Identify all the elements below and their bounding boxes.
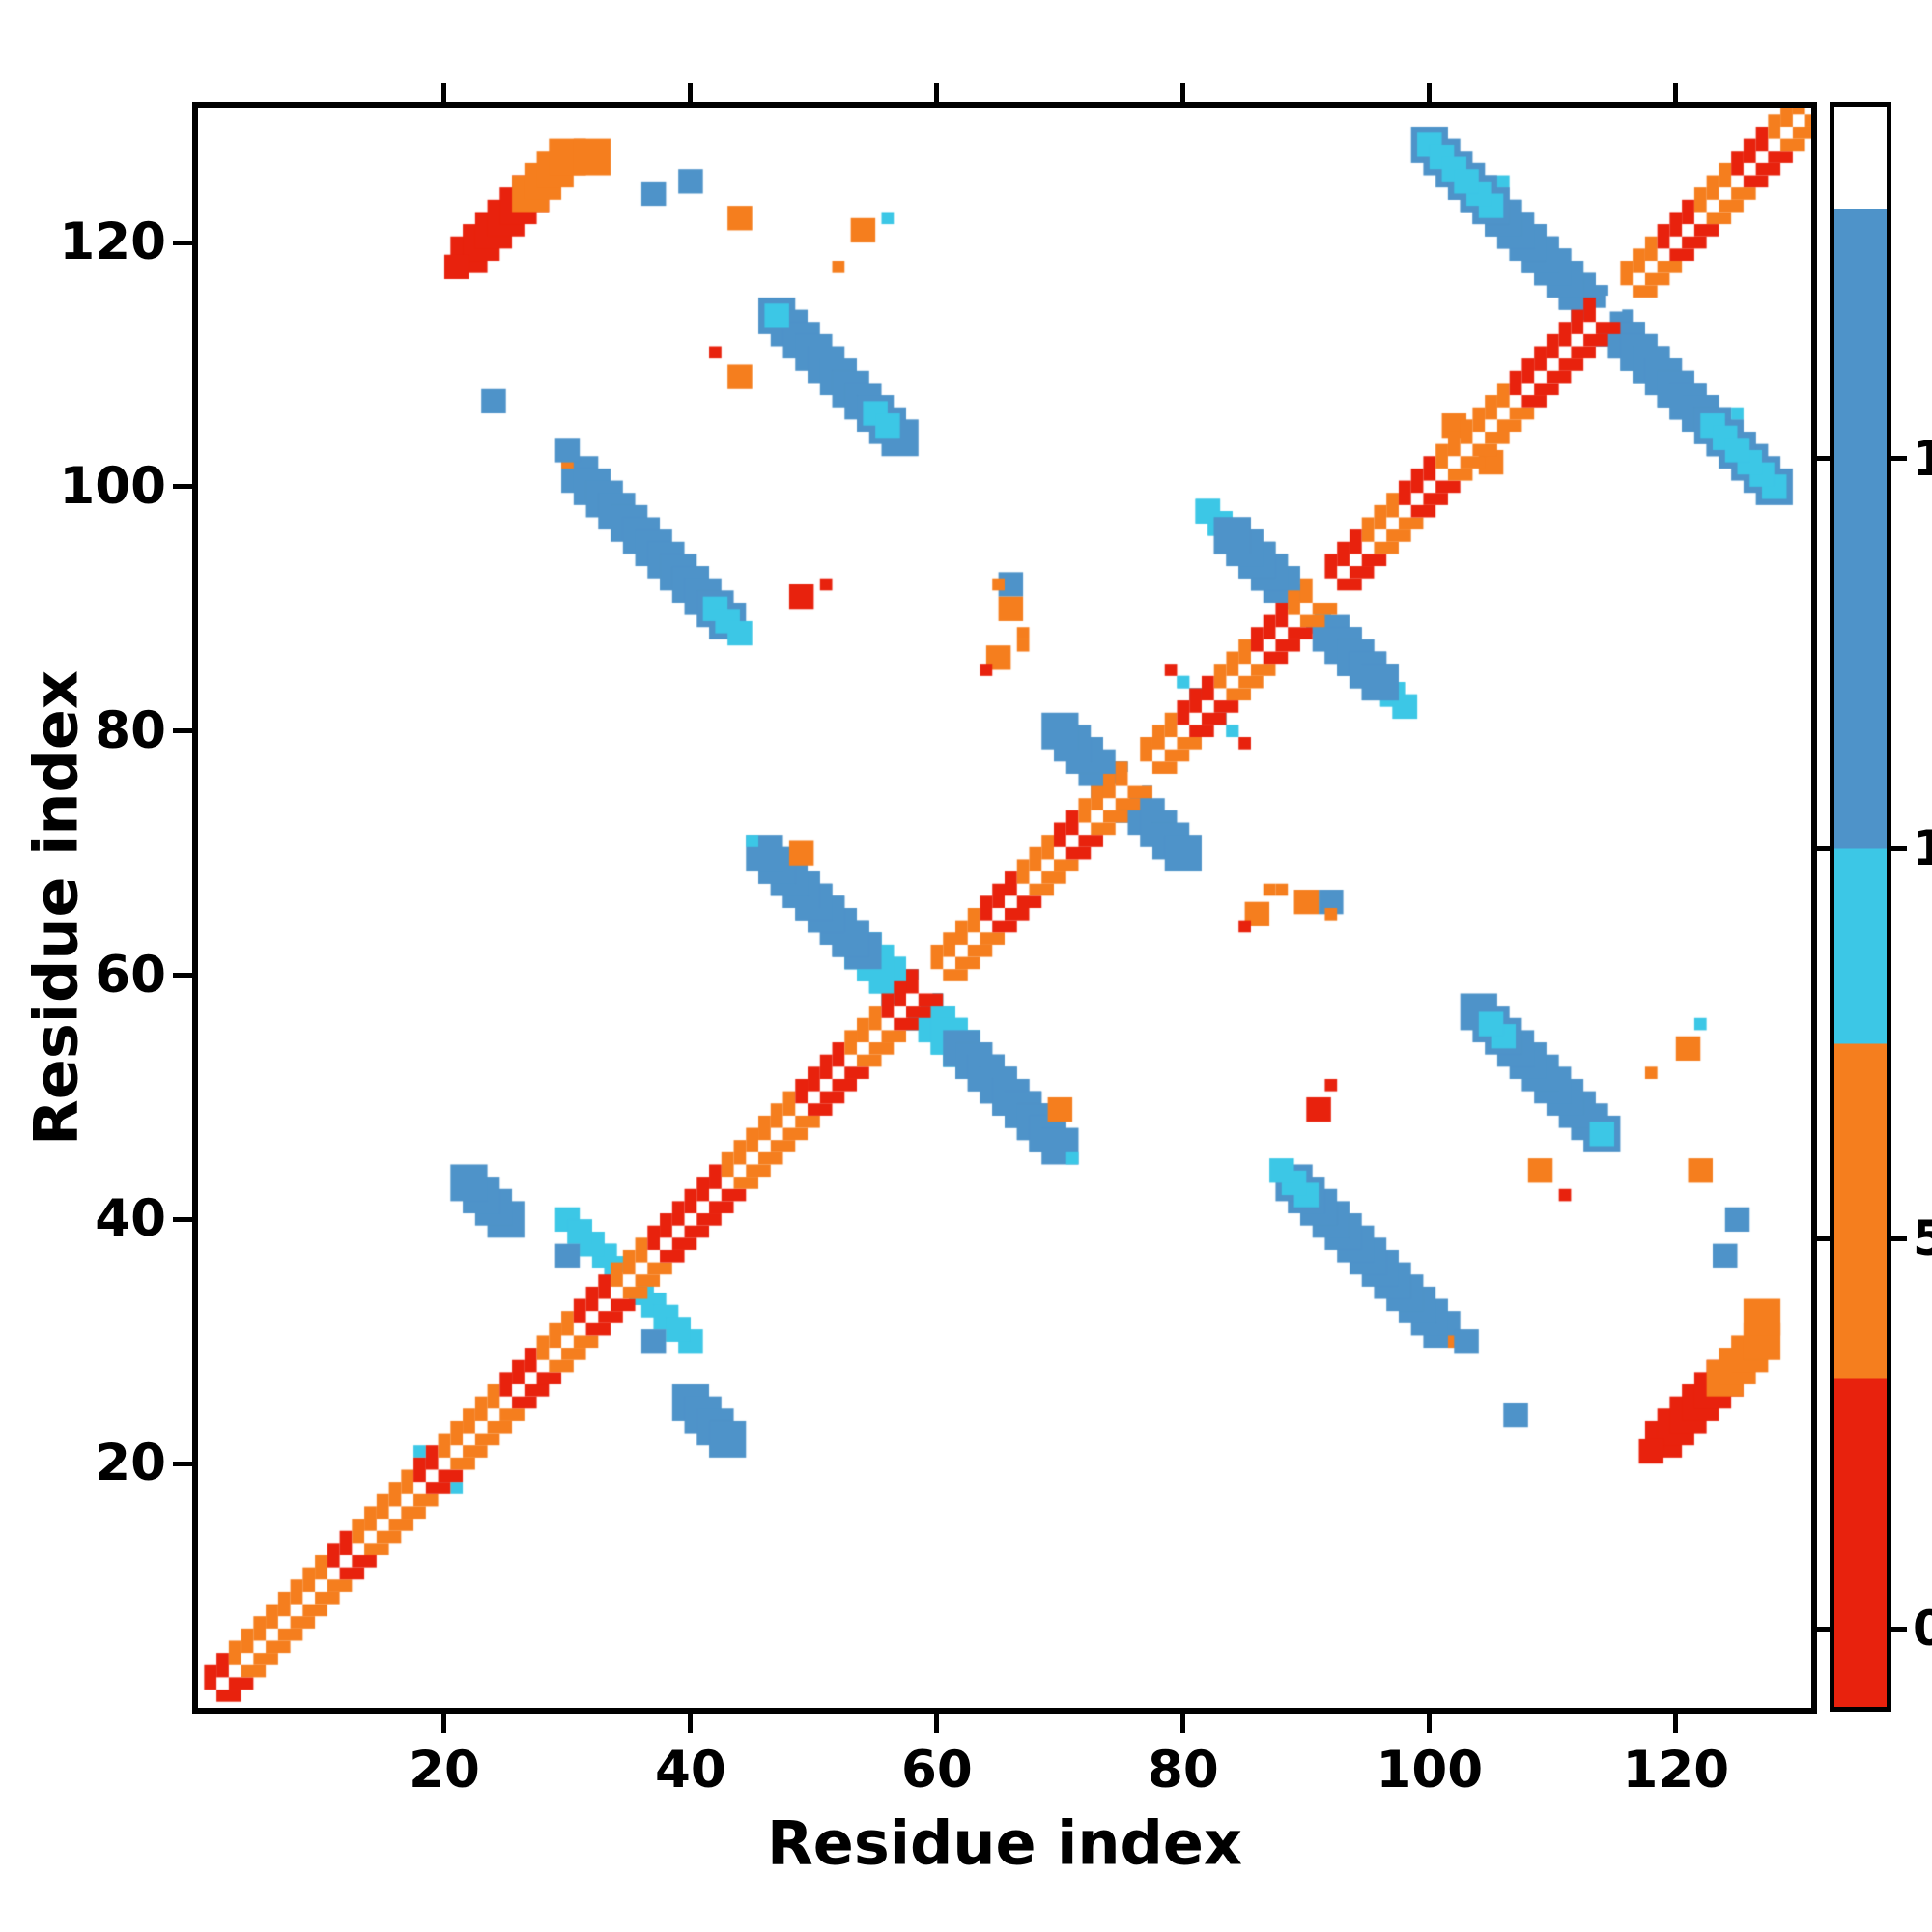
x-tick-label: 20: [409, 1741, 480, 1800]
x-tick-mark: [688, 1714, 694, 1733]
colorbar-tick-mark: [1891, 456, 1907, 461]
contact-map-canvas: [198, 108, 1811, 1708]
y-tick-mark: [173, 1216, 192, 1222]
top-tick-mark: [934, 83, 940, 102]
y-tick-label: 20: [95, 1434, 166, 1493]
x-tick-label: 80: [1147, 1741, 1219, 1800]
colorbar-tick-mark: [1814, 1236, 1830, 1241]
x-tick-mark: [1427, 1714, 1433, 1733]
top-tick-mark: [441, 83, 447, 102]
colorbar-tick-mark: [1814, 845, 1830, 851]
colorbar-tick-label: 100: [1913, 820, 1932, 877]
top-tick-mark: [1673, 83, 1679, 102]
x-tick-label: 100: [1376, 1741, 1484, 1800]
y-tick-mark: [173, 484, 192, 490]
y-tick-label: 100: [59, 456, 166, 516]
x-tick-label: 120: [1622, 1741, 1730, 1800]
x-axis-label: Residue index: [767, 1807, 1242, 1879]
colorbar-tick-label: 150: [1913, 430, 1932, 487]
x-tick-label: 40: [655, 1741, 726, 1800]
x-tick-mark: [441, 1714, 447, 1733]
colorbar-tick-mark: [1814, 456, 1830, 461]
y-tick-label: 40: [95, 1189, 166, 1249]
colorbar-gradient: [1834, 107, 1887, 1707]
colorbar-tick-mark: [1891, 1236, 1907, 1241]
top-tick-mark: [1180, 83, 1186, 102]
x-tick-label: 60: [900, 1741, 973, 1800]
top-tick-mark: [688, 83, 694, 102]
y-tick-label: 120: [59, 213, 166, 272]
colorbar-tick-label: 50: [1913, 1210, 1932, 1267]
y-tick-label: 60: [95, 945, 166, 1005]
top-tick-mark: [1427, 83, 1433, 102]
colorbar: [1830, 102, 1891, 1712]
y-tick-mark: [173, 728, 192, 734]
colorbar-tick-label: 0: [1913, 1601, 1932, 1658]
y-tick-mark: [173, 240, 192, 245]
y-tick-label: 80: [95, 700, 166, 760]
y-tick-mark: [173, 973, 192, 979]
colorbar-tick-mark: [1814, 1626, 1830, 1632]
colorbar-tick-mark: [1891, 1626, 1907, 1632]
x-tick-mark: [1673, 1714, 1679, 1733]
plot-area: [192, 102, 1817, 1714]
colorbar-tick-mark: [1891, 845, 1907, 851]
x-tick-mark: [1180, 1714, 1186, 1733]
x-tick-mark: [934, 1714, 940, 1733]
y-tick-mark: [173, 1461, 192, 1466]
